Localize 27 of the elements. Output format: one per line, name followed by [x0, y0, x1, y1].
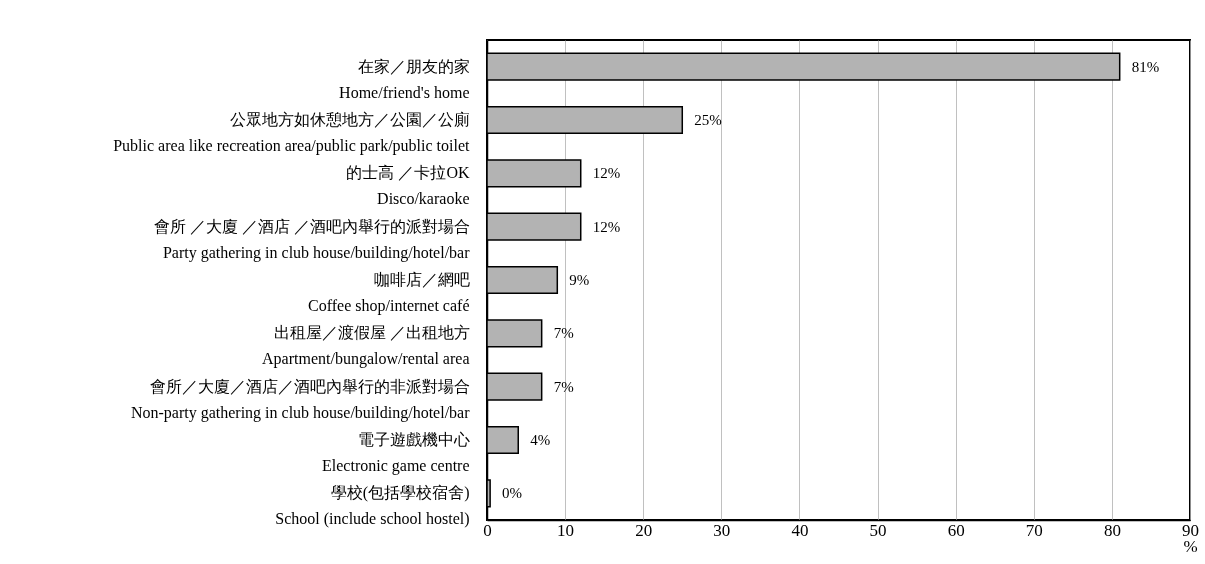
data-label: 12%	[592, 218, 621, 235]
data-label: 9%	[569, 272, 590, 288]
x-tick-label: 60	[947, 520, 965, 540]
x-tick-label: 0	[483, 520, 492, 540]
data-label: 25%	[694, 112, 722, 128]
y-tick-label: 公眾地方如休憩地方／公園／公廁 Public area like recreation area/public park/public toilet	[113, 111, 471, 155]
data-label: 12%	[592, 165, 621, 182]
x-tick-label: 10	[557, 520, 575, 540]
y-tick-label: 出租屋／渡假屋 ／出租地方 Apartment/bungalow/rental area	[262, 324, 470, 369]
x-tick-label: 70	[1025, 520, 1043, 540]
y-tick-label: 會所 ／大廈 ／酒店 ／酒吧內舉行的派對場合 Party gathering in club house/building/hotel/bar	[153, 217, 471, 262]
y-tick-label: 在家／朋友的家 Home/friend's home	[339, 57, 470, 101]
y-tick-label: 電子遊戲機中心 Electronic game centre	[322, 431, 470, 475]
data-label: 81%	[1131, 58, 1160, 75]
data-label: 0%	[502, 485, 523, 502]
data-label: 7%	[553, 378, 574, 395]
x-tick-label: 40	[791, 520, 809, 540]
data-label: 7%	[553, 325, 574, 342]
y-tick-label: 咖啡店／網吧 Coffee shop/internet café	[308, 271, 470, 315]
y-tick-label: 的士高 ／卡拉OK Disco/karaoke	[346, 164, 470, 208]
y-tick-label: 會所／大廈／酒店／酒吧內舉行的非派對場合 Non-party gathering in club house/building/hotel/bar	[130, 377, 471, 422]
y-tick-label: 學校(包括學校宿舍) School (include school hostel)	[275, 484, 470, 529]
x-tick-label: 80	[1103, 520, 1121, 540]
x-tick-label: 20	[635, 520, 653, 540]
x-tick-label: 30	[713, 520, 731, 540]
data-label: 4%	[530, 432, 551, 448]
x-tick-label: 50	[869, 520, 887, 540]
